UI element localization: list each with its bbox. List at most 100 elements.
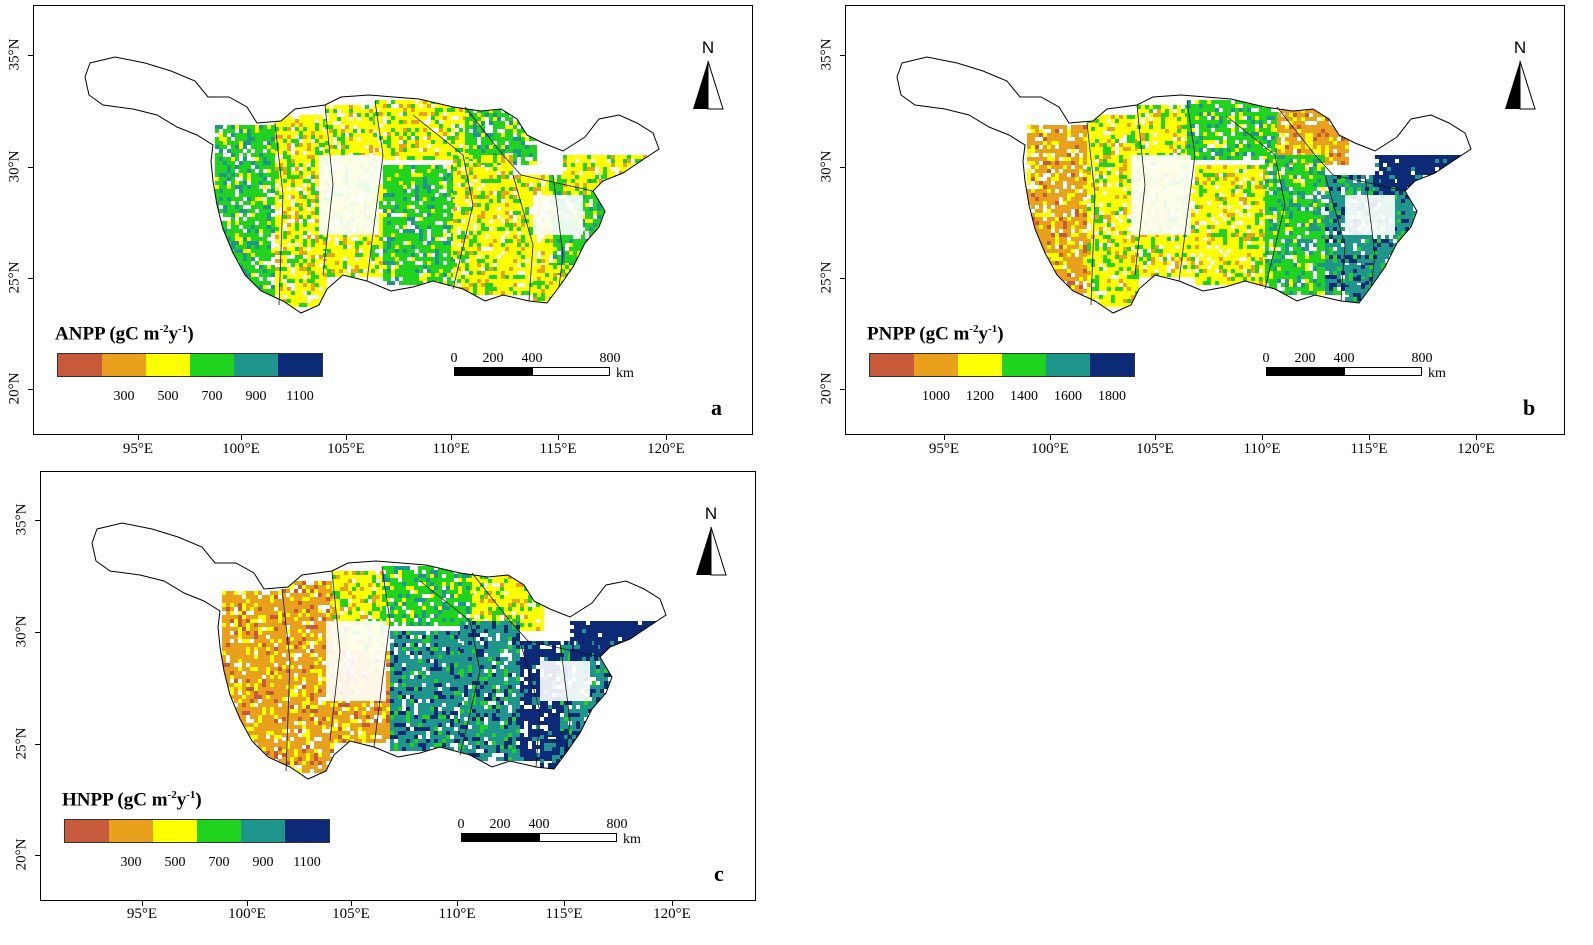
scale-black-segment xyxy=(454,367,532,376)
sub-basin-boundary xyxy=(274,122,284,306)
sub-basin-boundary xyxy=(1364,174,1376,288)
legend-color-bar xyxy=(869,353,1135,377)
scale-number: 200 xyxy=(1294,351,1316,366)
sub-basin-boundary xyxy=(329,570,341,742)
sub-basin-boundary xyxy=(552,174,564,288)
legend-swatch xyxy=(870,354,914,376)
north-label: N xyxy=(702,38,714,57)
longitude-tick xyxy=(142,901,143,906)
legend-swatch xyxy=(1046,354,1090,376)
panel-letter: b xyxy=(1523,395,1536,420)
longitude-tick xyxy=(457,901,458,906)
scale-number: 400 xyxy=(521,351,543,366)
longitude-label: 100°E xyxy=(1031,441,1069,457)
legend-color-bar xyxy=(57,353,323,377)
longitude-label: 95°E xyxy=(928,441,960,457)
npp-raster xyxy=(222,566,662,773)
longitude-tick xyxy=(1476,435,1477,440)
sub-basin-boundary xyxy=(1134,104,1146,276)
scale-number: 400 xyxy=(528,817,550,832)
legend-title-text: ANPP (gC m xyxy=(55,323,160,345)
basin-map-a: N xyxy=(84,38,724,314)
sub-basin-boundary xyxy=(471,572,529,642)
legend-title-text: PNPP (gC m xyxy=(867,323,970,345)
latitude-tick xyxy=(840,278,845,279)
legend-label: 500 xyxy=(164,855,186,870)
sub-basin-boundary xyxy=(527,640,601,658)
latitude-tick xyxy=(35,520,40,521)
legend-label: 300 xyxy=(120,855,142,870)
latitude-tick xyxy=(28,167,33,168)
legend-label: 1100 xyxy=(286,389,314,404)
legend-label: 1100 xyxy=(293,855,321,870)
legend-label: 1800 xyxy=(1098,389,1126,404)
longitude-tick xyxy=(1262,435,1263,440)
legend-swatch xyxy=(190,354,234,376)
legend-label: 1000 xyxy=(922,389,950,404)
legend-color-bar xyxy=(64,819,330,843)
legend-swatch xyxy=(285,820,329,842)
sub-basin-boundary xyxy=(1224,114,1286,290)
legend-title: ANPP (gC m-2y-1) xyxy=(55,323,194,345)
scale-number: 0 xyxy=(450,351,458,366)
longitude-tick xyxy=(247,901,248,906)
longitude-tick xyxy=(558,435,559,440)
longitude-label: 110°E xyxy=(438,906,476,922)
legend-label: 700 xyxy=(201,389,223,404)
longitude-tick xyxy=(666,435,667,440)
legend-swatch xyxy=(102,354,146,376)
longitude-tick xyxy=(241,435,242,440)
longitude-label: 95°E xyxy=(122,441,154,457)
longitude-label: 110°E xyxy=(432,441,470,457)
scale-unit: km xyxy=(1428,366,1446,381)
legend-label: 500 xyxy=(157,389,179,404)
longitude-tick xyxy=(564,901,565,906)
longitude-label: 115°E xyxy=(545,906,583,922)
longitude-label: 115°E xyxy=(1350,441,1388,457)
sub-basin-boundary xyxy=(1324,174,1346,302)
legend-swatch xyxy=(278,354,322,376)
legend-swatch xyxy=(146,354,190,376)
scale-unit: km xyxy=(623,832,641,847)
longitude-label: 120°E xyxy=(647,441,685,457)
legend-swatch xyxy=(241,820,285,842)
legend-title-sup: -1 xyxy=(186,789,196,801)
latitude-tick xyxy=(28,389,33,390)
latitude-tick xyxy=(840,389,845,390)
longitude-tick xyxy=(138,435,139,440)
longitude-label: 105°E xyxy=(327,441,365,457)
sub-basin-boundary xyxy=(512,174,534,302)
scale-white-segment xyxy=(1344,367,1422,376)
north-label: N xyxy=(705,504,717,523)
longitude-tick xyxy=(346,435,347,440)
legend-swatch xyxy=(65,820,109,842)
sub-basin-boundary xyxy=(281,588,291,772)
scale-white-segment xyxy=(539,833,617,842)
longitude-tick xyxy=(451,435,452,440)
scale-black-segment xyxy=(1266,367,1344,376)
legend-label: 1200 xyxy=(966,389,994,404)
longitude-tick xyxy=(672,901,673,906)
scale-black-segment xyxy=(461,833,539,842)
north-arrow-icon: N xyxy=(696,504,727,576)
sub-basin-boundary xyxy=(322,104,334,276)
legend-title-sup: -1 xyxy=(988,323,998,335)
sub-basin-boundary xyxy=(1332,174,1406,192)
sub-basin-boundary xyxy=(1178,100,1196,282)
sub-basin-boundary xyxy=(464,106,522,176)
legend-title-text: ) xyxy=(195,789,202,811)
sub-basin-boundary xyxy=(1086,122,1096,306)
legend-title: PNPP (gC m-2y-1) xyxy=(867,323,1004,345)
legend-label: 1400 xyxy=(1010,389,1038,404)
latitude-tick xyxy=(35,855,40,856)
north-label: N xyxy=(1514,38,1526,57)
scale-number: 800 xyxy=(606,817,628,832)
legend-swatch xyxy=(958,354,1002,376)
longitude-label: 105°E xyxy=(332,906,370,922)
legend-label: 300 xyxy=(113,389,135,404)
legend-title-sup: -1 xyxy=(178,323,188,335)
sub-basin-boundary xyxy=(412,114,474,290)
panel-letter: c xyxy=(714,861,724,886)
legend-swatch xyxy=(1090,354,1134,376)
